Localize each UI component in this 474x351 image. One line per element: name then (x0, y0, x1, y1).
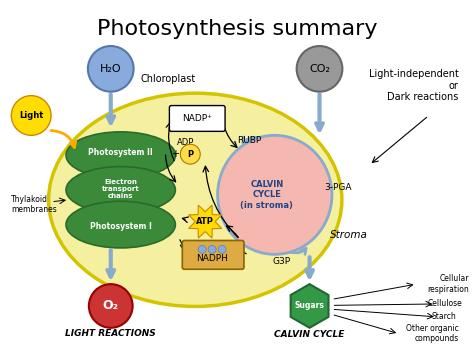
FancyBboxPatch shape (182, 240, 244, 269)
Text: Photosystem I: Photosystem I (90, 222, 152, 231)
Text: NADP⁺: NADP⁺ (182, 114, 212, 123)
Text: CALVIN
CYCLE
(in stroma): CALVIN CYCLE (in stroma) (240, 180, 293, 210)
Text: ATP: ATP (196, 217, 214, 226)
Text: P: P (187, 150, 193, 159)
Text: RUBP: RUBP (237, 136, 261, 145)
FancyBboxPatch shape (169, 106, 225, 131)
Circle shape (208, 245, 216, 253)
Text: Sugars: Sugars (295, 302, 325, 310)
Polygon shape (189, 205, 222, 238)
Circle shape (297, 46, 342, 92)
Text: H₂O: H₂O (100, 64, 121, 74)
Ellipse shape (218, 135, 332, 254)
Text: 3-PGA: 3-PGA (325, 184, 352, 192)
Ellipse shape (49, 93, 342, 306)
Circle shape (11, 95, 51, 135)
Ellipse shape (66, 132, 175, 178)
Text: Chloroplast: Chloroplast (141, 74, 196, 84)
Ellipse shape (66, 167, 175, 213)
Text: +: + (172, 149, 179, 159)
Text: O₂: O₂ (103, 299, 119, 312)
Ellipse shape (66, 201, 175, 248)
Text: Electron
transport
chains: Electron transport chains (102, 179, 139, 199)
Text: Thylakoid
membranes: Thylakoid membranes (11, 195, 57, 214)
Circle shape (198, 245, 206, 253)
Text: CALVIN CYCLE: CALVIN CYCLE (274, 330, 345, 339)
Text: Stroma: Stroma (329, 230, 367, 239)
Text: ADP: ADP (177, 138, 194, 147)
Text: Light-independent
or
Dark reactions: Light-independent or Dark reactions (369, 69, 459, 102)
Text: Other organic
compounds: Other organic compounds (406, 324, 459, 343)
Text: LIGHT REACTIONS: LIGHT REACTIONS (65, 329, 156, 338)
Text: Photosystem II: Photosystem II (88, 148, 153, 157)
Text: Starch: Starch (432, 312, 457, 322)
Circle shape (88, 46, 134, 92)
Polygon shape (291, 284, 328, 328)
Text: Cellular
respiration: Cellular respiration (427, 274, 469, 294)
Text: NADPH: NADPH (196, 254, 228, 263)
Text: G3P: G3P (273, 257, 291, 266)
Text: CO₂: CO₂ (309, 64, 330, 74)
Circle shape (89, 284, 133, 328)
Text: Photosynthesis summary: Photosynthesis summary (97, 19, 377, 39)
Circle shape (180, 144, 200, 164)
Text: Cellulose: Cellulose (428, 299, 463, 309)
Circle shape (218, 245, 226, 253)
Text: Light: Light (19, 111, 44, 120)
